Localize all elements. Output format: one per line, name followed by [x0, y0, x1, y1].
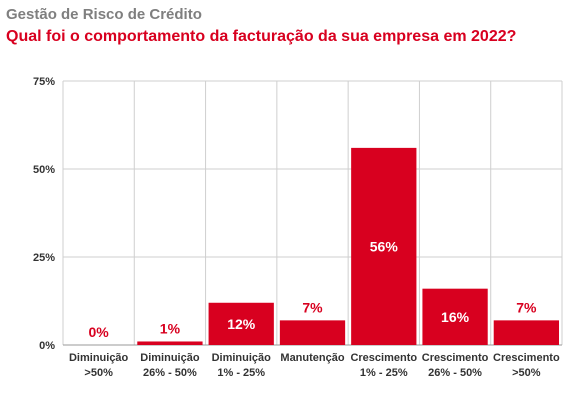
- bar: [208, 302, 274, 345]
- data-label: 7%: [516, 299, 537, 315]
- x-tick-label: >50%: [512, 367, 541, 379]
- y-tick-label: 50%: [33, 164, 55, 176]
- x-tick-label: Crescimento: [493, 352, 560, 364]
- bar: [137, 341, 203, 345]
- bar: [493, 320, 559, 345]
- chart-title: Qual foi o comportamento da facturação d…: [6, 28, 517, 45]
- bar: [279, 320, 346, 345]
- y-tick-label: 75%: [33, 76, 55, 88]
- data-label: 12%: [227, 316, 256, 332]
- x-tick-label: Diminuição: [140, 352, 200, 364]
- data-label: 7%: [302, 299, 323, 315]
- x-tick-label: Manutenção: [280, 352, 344, 364]
- x-tick-label: 1% - 25%: [360, 367, 408, 379]
- chart-subtitle: Gestão de Risco de Crédito: [6, 6, 202, 23]
- y-tick-label: 25%: [33, 252, 55, 264]
- x-tick-label: 26% - 50%: [428, 367, 482, 379]
- x-tick-label: >50%: [84, 367, 113, 379]
- bar: [422, 288, 488, 345]
- x-tick-label: Crescimento: [350, 352, 417, 364]
- x-tick-label: 1% - 25%: [217, 367, 265, 379]
- data-label: 16%: [441, 309, 470, 325]
- x-tick-label: Crescimento: [422, 352, 489, 364]
- bar: [351, 147, 417, 345]
- data-label: 56%: [370, 238, 399, 254]
- x-tick-label: 26% - 50%: [143, 367, 197, 379]
- y-tick-label: 0%: [39, 340, 55, 352]
- x-tick-label: Diminuição: [69, 352, 129, 364]
- x-tick-label: Diminuição: [212, 352, 272, 364]
- data-label: 0%: [89, 324, 110, 340]
- data-label: 1%: [160, 320, 181, 336]
